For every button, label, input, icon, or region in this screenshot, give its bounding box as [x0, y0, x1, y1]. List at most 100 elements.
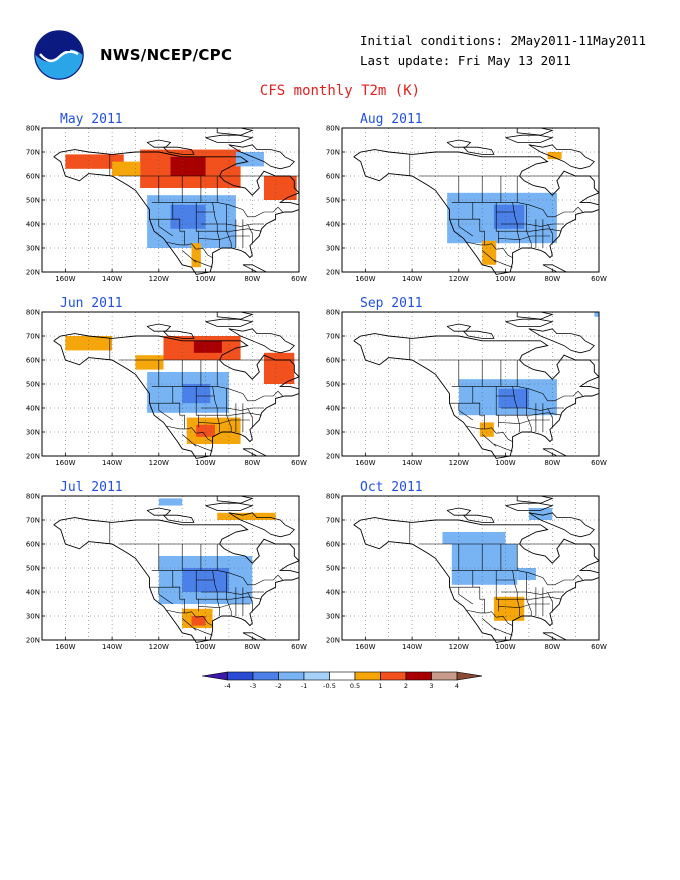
border-line — [182, 618, 197, 631]
lat-tick-label: 80N — [26, 125, 40, 133]
border-line — [198, 235, 250, 240]
border-line — [172, 386, 185, 429]
border-line — [158, 587, 173, 605]
lon-tick-label: 120W — [449, 275, 469, 283]
lat-tick-label: 40N — [326, 405, 340, 413]
lat-tick-label: 20N — [326, 453, 340, 461]
map-panel-aug: 80N 70N 60N 50N 40N 30N 20N 160W 140W 120W 100W 80W… — [326, 124, 607, 284]
lat-tick-label: 80N — [326, 125, 340, 133]
lon-tick-label: 140W — [102, 643, 122, 651]
figure-title: CFS monthly T2m (K) — [259, 83, 421, 99]
anomaly-patch — [263, 176, 297, 200]
border-line — [472, 570, 485, 613]
agency-label: NWS/NCEP/CPC — [100, 46, 233, 64]
border-line — [458, 219, 473, 237]
island-outline — [516, 311, 554, 320]
island-outline — [528, 512, 595, 538]
colorbar-label: -1 — [301, 682, 307, 690]
border-line — [526, 572, 532, 616]
border-line — [512, 386, 520, 432]
border-line — [172, 202, 185, 245]
lon-tick-label: 140W — [402, 275, 422, 283]
border-line — [482, 618, 497, 631]
border-line — [195, 386, 199, 428]
island-outline — [505, 502, 554, 511]
border-line — [165, 609, 213, 626]
colorbar-segment — [303, 671, 330, 681]
coastline — [53, 517, 300, 643]
lat-tick-label: 30N — [26, 245, 40, 253]
anomaly-patch — [498, 388, 529, 408]
lon-tick-label: 140W — [102, 275, 122, 283]
lat-tick-label: 70N — [26, 333, 40, 341]
island-outline — [228, 144, 295, 170]
lat-tick-label: 60N — [26, 541, 40, 549]
anomaly-patch — [594, 312, 599, 317]
island-outline — [163, 146, 195, 155]
coastline — [53, 333, 300, 459]
border-line — [498, 603, 550, 608]
border-line — [193, 259, 213, 268]
panel-title-jul: Jul 2011 — [60, 480, 123, 495]
island-outline — [542, 264, 567, 273]
coastline — [353, 517, 600, 643]
lon-tick-label: 80W — [544, 459, 560, 467]
lat-tick-label: 50N — [326, 565, 340, 573]
anomaly-patch — [191, 616, 206, 626]
island-outline — [463, 146, 495, 155]
lat-tick-label: 20N — [26, 269, 40, 277]
border-line — [151, 386, 283, 402]
island-outline — [228, 512, 295, 538]
lon-tick-label: 160W — [355, 275, 375, 283]
island-outline — [542, 448, 567, 457]
lat-tick-label: 20N — [326, 269, 340, 277]
colorbar-segment — [278, 671, 305, 681]
colorbar-segment — [227, 671, 254, 681]
island-outline — [216, 127, 254, 136]
island-outline — [242, 448, 267, 457]
colorbar-segment — [201, 671, 228, 681]
map-panel-may: 80N 70N 60N 50N 40N 30N 20N 160W 140W 120W 100W 80W… — [26, 124, 307, 284]
border-line — [451, 570, 583, 586]
lat-tick-label: 70N — [326, 333, 340, 341]
border-line — [458, 587, 473, 605]
panel-title-oct: Oct 2011 — [360, 480, 423, 495]
lat-tick-label: 30N — [26, 429, 40, 437]
lon-tick-label: 100W — [495, 643, 515, 651]
island-outline — [528, 144, 595, 170]
island-outline — [446, 507, 472, 516]
border-line — [451, 202, 583, 218]
island-outline — [516, 495, 554, 504]
lat-tick-label: 30N — [326, 429, 340, 437]
lat-tick-label: 30N — [26, 613, 40, 621]
border-line — [500, 591, 564, 595]
border-line — [165, 241, 213, 258]
lat-tick-label: 50N — [26, 197, 40, 205]
border-line — [498, 412, 562, 416]
colorbar-label: -4 — [224, 682, 230, 690]
colorbar-segment — [329, 671, 356, 681]
anomaly-patch — [451, 544, 518, 585]
island-outline — [516, 127, 554, 136]
lon-tick-label: 100W — [195, 643, 215, 651]
colorbar-segment — [405, 671, 432, 681]
border-line — [226, 572, 232, 616]
lon-tick-label: 100W — [495, 275, 515, 283]
lon-tick-label: 60W — [291, 275, 307, 283]
border-line — [212, 570, 220, 616]
border-line — [200, 591, 264, 595]
lat-tick-label: 80N — [26, 309, 40, 317]
border-line — [498, 596, 562, 600]
colorbar-label: -3 — [250, 682, 256, 690]
border-line — [151, 570, 283, 586]
lon-tick-label: 120W — [149, 275, 169, 283]
border-line — [547, 407, 553, 428]
coastline — [53, 149, 300, 275]
anomaly-patch — [482, 240, 497, 265]
border-line — [472, 386, 485, 429]
coastline — [353, 333, 600, 459]
island-outline — [146, 507, 172, 516]
border-line — [451, 386, 583, 402]
map-panel-jul: 80N 70N 60N 50N 40N 30N 20N 160W 140W 120W 100W 80W… — [26, 492, 307, 652]
island-outline — [463, 330, 495, 339]
